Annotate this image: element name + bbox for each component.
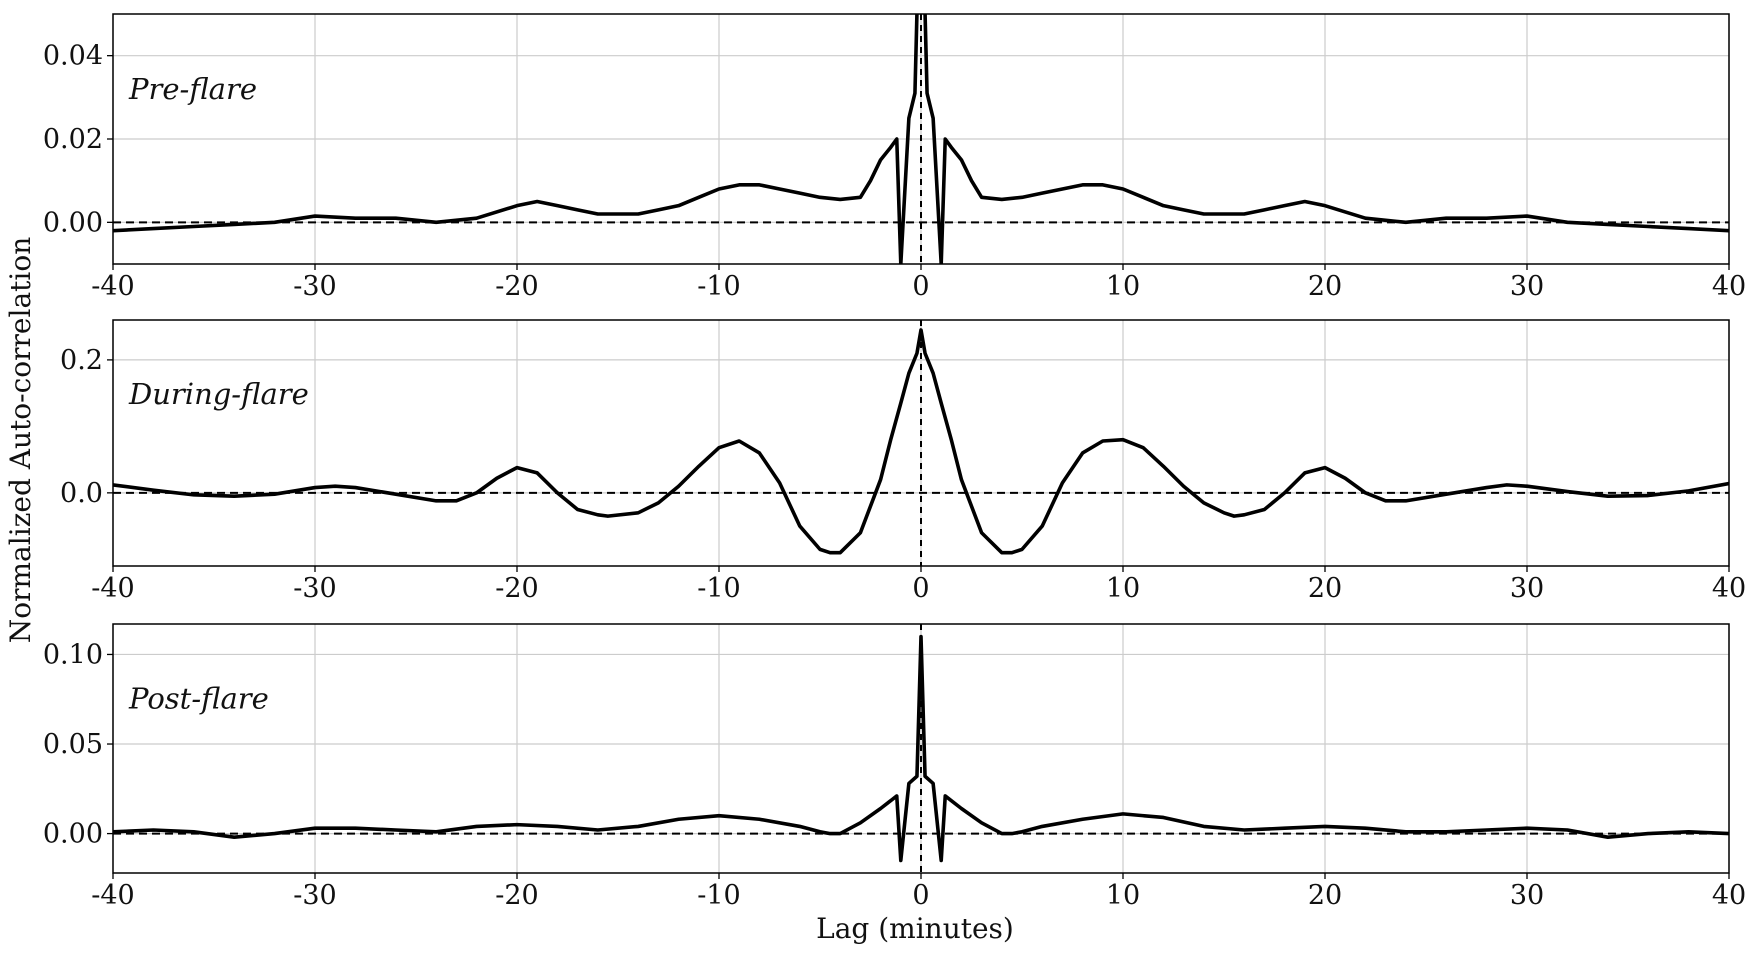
y-tick-label: 0.05 — [43, 729, 103, 760]
x-tick-label: 20 — [1308, 271, 1342, 302]
x-tick-label: 0 — [912, 271, 929, 302]
x-tick-label: -20 — [495, 880, 538, 911]
x-tick-label: 0 — [912, 573, 929, 604]
x-tick-label: 0 — [912, 880, 929, 911]
series-line — [113, 14, 1729, 264]
chart-panels: -40 -30 -20 -10 0 10 20 30 400.000.020.04Pre-fla… — [43, 13, 1746, 911]
x-tick-label: -10 — [697, 880, 740, 911]
series-line — [113, 634, 1729, 863]
panel-pre-flare: -40 -30 -20 -10 0 10 20 30 40 0.00 0.02 0.04 Pre-fla… — [43, 13, 1746, 302]
x-tick-label: -10 — [697, 573, 740, 604]
y-axis-label: Normalized Auto-correlation — [4, 237, 37, 644]
panel-label-post-flare: Post-flare — [128, 682, 269, 716]
x-tick-label: 40 — [1712, 271, 1746, 302]
x-tick-label: 30 — [1510, 880, 1544, 911]
x-tick-label: -30 — [293, 271, 336, 302]
x-tick-label: -30 — [293, 880, 336, 911]
x-tick-label: 40 — [1712, 880, 1746, 911]
y-tick-label: 0.04 — [43, 41, 103, 72]
y-tick-label: 0.02 — [43, 124, 103, 155]
x-tick-label: 30 — [1510, 573, 1544, 604]
x-tick-label: -30 — [293, 573, 336, 604]
y-tick-label: 0.00 — [43, 207, 103, 238]
x-tick-label: 10 — [1106, 271, 1140, 302]
y-tick-label: 0.10 — [43, 639, 103, 670]
x-tick-label: 40 — [1712, 573, 1746, 604]
panel-label-during-flare: During-flare — [128, 377, 309, 411]
x-tick-label: 20 — [1308, 573, 1342, 604]
y-tick-label: 0.00 — [43, 819, 103, 850]
x-tick-label: -40 — [91, 880, 134, 911]
panel-label-pre-flare: Pre-flare — [128, 72, 257, 106]
x-tick-label: -20 — [495, 271, 538, 302]
x-tick-label: -40 — [91, 573, 134, 604]
x-tick-label: 10 — [1106, 573, 1140, 604]
y-tick-label: 0.2 — [60, 345, 103, 376]
x-tick-label: -10 — [697, 271, 740, 302]
x-tick-label: 20 — [1308, 880, 1342, 911]
panel-post-flare: -40 -30 -20 -10 0 10 20 30 40 0.00 0.05 0.10 Post-fl… — [43, 623, 1746, 911]
x-tick-label: -20 — [495, 573, 538, 604]
series-line — [113, 328, 1729, 555]
x-axis-label: Lag (minutes) — [816, 912, 1014, 945]
x-tick-label: 30 — [1510, 271, 1544, 302]
panel-during-flare: -40 -30 -20 -10 0 10 20 30 40 0.0 0.2 During-flare — [60, 319, 1746, 604]
y-tick-label: 0.0 — [60, 478, 103, 509]
x-tick-label: 10 — [1106, 880, 1140, 911]
x-tick-label: -40 — [91, 271, 134, 302]
